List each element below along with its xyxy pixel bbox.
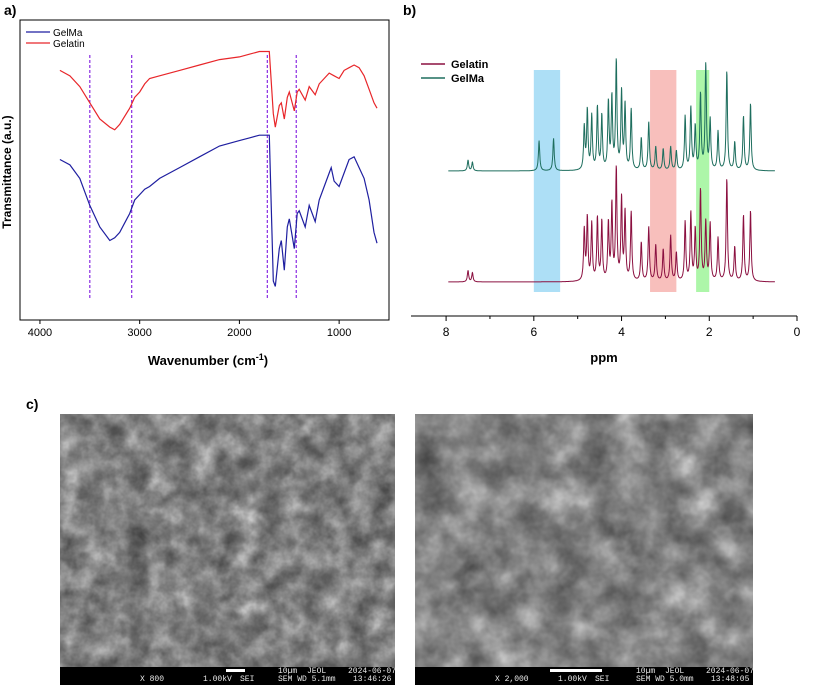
scale-bar xyxy=(550,669,602,672)
legend-label: Gelatin xyxy=(451,59,489,71)
x-tick-label: 8 xyxy=(443,325,450,339)
highlight-band-0 xyxy=(533,70,561,292)
legend-label: GelMa xyxy=(53,28,83,39)
voltage-label: 1.00kV xyxy=(558,675,587,684)
wd-label: SEM WD 5.1mm xyxy=(278,675,336,684)
panel-label-a: a) xyxy=(4,2,17,18)
series-line-gelatin xyxy=(59,50,378,131)
maker-label: JEOL xyxy=(665,667,685,676)
highlight-band-1 xyxy=(650,70,677,292)
wd-label: SEM WD 5.0mm xyxy=(636,675,694,684)
series-line-gelatin xyxy=(448,165,775,283)
mode-label: SEI xyxy=(240,675,255,684)
time-label: 13:48:05 xyxy=(711,675,750,684)
x-axis-label-sup: -1 xyxy=(256,352,264,362)
panel-label-b: b) xyxy=(403,2,417,18)
date-label: 2024-06-07 xyxy=(706,667,753,676)
y-axis-label: Transmittance (a.u.) xyxy=(0,115,14,228)
sem-texture-right xyxy=(415,414,753,667)
magnification-label: X 800 xyxy=(140,675,165,684)
time-label: 13:46:26 xyxy=(353,675,392,684)
x-tick-label: 4 xyxy=(618,325,625,339)
x-axis-label: Wavenumber (cm-1) xyxy=(148,352,268,368)
sem-image-left: X 800 1.00kV SEI 10µm JEOL 2024-06-07 SE… xyxy=(60,414,395,685)
scale-label: 10µm xyxy=(636,667,656,676)
magnification-label: X 2,000 xyxy=(495,675,529,684)
x-tick-label: 6 xyxy=(530,325,537,339)
x-axis-label-close: ) xyxy=(264,353,268,368)
scale-bar xyxy=(226,669,245,672)
panel-label-c: c) xyxy=(26,396,39,412)
series-line-gelma xyxy=(448,58,775,172)
x-tick-label: 0 xyxy=(794,325,801,339)
x-tick-label: 3000 xyxy=(127,327,151,339)
x-tick-label: 1000 xyxy=(327,327,351,339)
legend-label: GelMa xyxy=(451,73,485,85)
sem-info-bar-right: X 2,000 1.00kV SEI 10µm JEOL 2024-06-07 … xyxy=(415,667,753,685)
nmr-chart: 8 6 4 2 0 Gelatin GelMa ppm xyxy=(411,58,801,365)
legend-label: Gelatin xyxy=(53,39,85,50)
x-tick-label: 2 xyxy=(706,325,713,339)
mode-label: SEI xyxy=(595,675,610,684)
date-label: 2024-06-07 xyxy=(348,667,395,676)
plot-frame xyxy=(19,19,390,321)
x-axis-label-main: Wavenumber (cm xyxy=(148,353,256,368)
scale-label: 10µm xyxy=(278,667,298,676)
x-axis-label: ppm xyxy=(590,350,617,365)
sem-image-right: X 2,000 1.00kV SEI 10µm JEOL 2024-06-07 … xyxy=(415,414,753,685)
sem-texture-left xyxy=(60,414,395,667)
sem-info-bar-left: X 800 1.00kV SEI 10µm JEOL 2024-06-07 SE… xyxy=(60,667,395,685)
series-line-gelma xyxy=(59,134,378,287)
maker-label: JEOL xyxy=(307,667,327,676)
voltage-label: 1.00kV xyxy=(203,675,232,684)
x-tick-label: 2000 xyxy=(227,327,251,339)
x-tick-label: 4000 xyxy=(28,327,52,339)
